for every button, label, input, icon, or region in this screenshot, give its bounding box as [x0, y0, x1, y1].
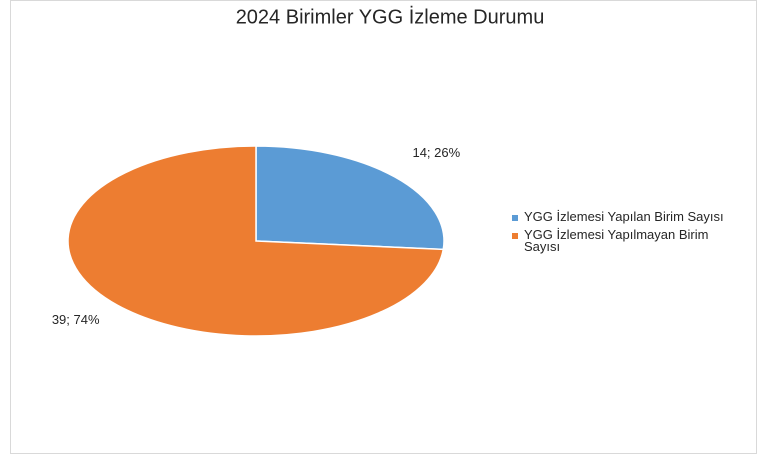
pie-slice: [67, 145, 445, 337]
legend: YGG İzlemesi Yapılan Birim Sayısı YGG İzl…: [510, 209, 738, 259]
chart-frame: [10, 0, 757, 454]
chart-title: 2024 Birimler YGG İzleme Durumu: [236, 5, 545, 28]
legend-swatch: [512, 215, 518, 221]
legend-item: YGG İzlemesi Yapılan Birim Sayısı: [510, 209, 738, 224]
legend-item: YGG İzlemesi Yapılmayan Birim Sayısı: [510, 227, 738, 254]
legend-label: YGG İzlemesi Yapılan Birim Sayısı: [524, 209, 724, 224]
legend-swatch: [512, 233, 518, 239]
pie-slice: [255, 145, 445, 251]
data-label: 39; 74%: [52, 312, 100, 327]
legend-label: YGG İzlemesi Yapılmayan Birim Sayısı: [524, 227, 709, 254]
data-label: 14; 26%: [412, 145, 460, 160]
